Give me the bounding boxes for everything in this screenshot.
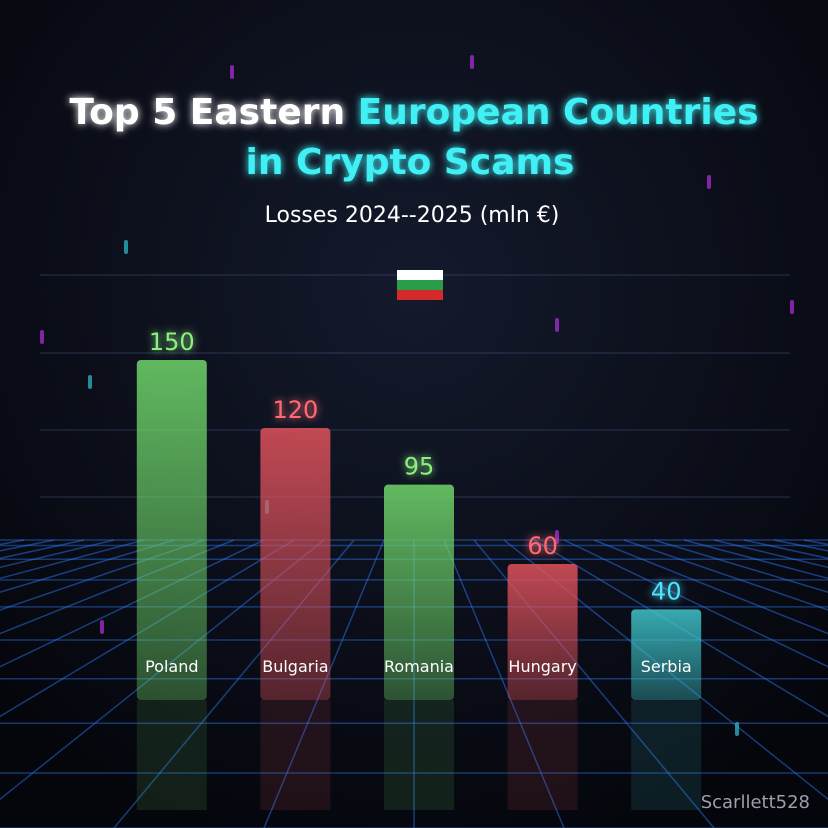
grid-ray <box>0 539 295 718</box>
grid-ray <box>0 539 175 593</box>
chart-title: in Crypto Scams <box>246 142 575 183</box>
particle <box>88 375 92 389</box>
particle <box>735 722 739 736</box>
value-label: 60 <box>527 532 558 560</box>
particle <box>790 300 794 314</box>
value-label: 120 <box>272 396 318 424</box>
particles <box>40 55 794 736</box>
bar <box>507 564 578 700</box>
particle <box>470 55 474 69</box>
value-label: 95 <box>404 453 435 481</box>
bar <box>631 609 702 700</box>
grid-ray <box>533 539 828 718</box>
x-tick-label: Bulgaria <box>262 657 328 676</box>
value-label: 40 <box>651 577 682 605</box>
bar-reflection <box>507 700 578 810</box>
chart-subtitle: Losses 2024--2025 (mln €) <box>265 203 560 228</box>
x-tick-label: Poland <box>145 657 198 676</box>
x-tick-label: Serbia <box>641 657 692 676</box>
flag <box>397 270 443 300</box>
bar <box>136 360 207 700</box>
grid-ray <box>563 539 828 668</box>
bar-reflection <box>260 700 331 810</box>
title-part: European Countries <box>358 92 759 133</box>
bar-reflection <box>384 700 454 810</box>
chart-title: Top 5 Eastern European Countries <box>69 92 758 133</box>
bar <box>260 428 331 700</box>
watermark: Scarllett528 <box>701 792 810 813</box>
grid-ray <box>623 539 828 611</box>
x-tick-label: Romania <box>384 657 454 676</box>
bar-reflection <box>631 700 702 810</box>
particle <box>40 330 44 344</box>
particle <box>124 240 128 254</box>
x-tick-label: Hungary <box>508 657 576 676</box>
particle <box>555 530 559 544</box>
bars: 150 Poland 120 Bulgaria 95 Romania 60 Hungary 40… <box>136 328 702 810</box>
particle <box>707 175 711 189</box>
flag-stripe <box>397 290 443 300</box>
bar-reflection <box>136 700 207 810</box>
grid-ray <box>0 539 235 635</box>
value-label: 150 <box>149 328 195 356</box>
grid-ray <box>443 539 565 828</box>
particle <box>555 318 559 332</box>
bar <box>384 484 454 700</box>
grid-ray <box>0 539 205 611</box>
flag-stripe <box>397 280 443 290</box>
flag-stripe <box>397 270 443 280</box>
grid-ray <box>593 539 828 635</box>
title-part: Top 5 Eastern <box>69 92 345 133</box>
particle <box>100 620 104 634</box>
particle <box>230 65 234 79</box>
grid-ray <box>653 539 828 593</box>
